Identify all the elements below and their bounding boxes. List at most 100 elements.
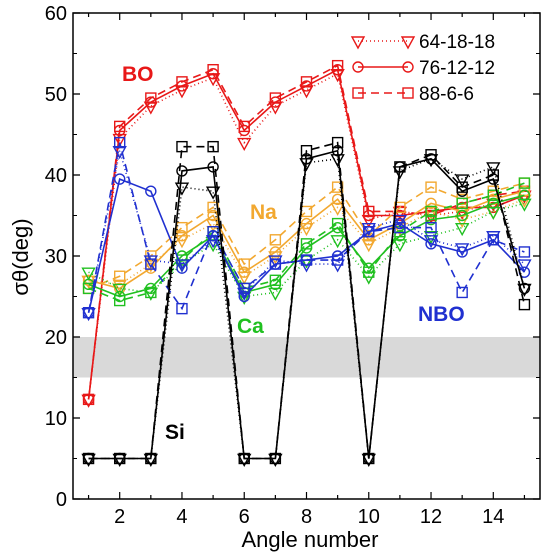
data-point bbox=[518, 298, 531, 311]
data-point bbox=[238, 120, 250, 133]
data-point bbox=[456, 209, 468, 222]
legend-marker bbox=[402, 61, 414, 73]
data-point bbox=[82, 393, 95, 406]
data-point bbox=[456, 205, 468, 218]
y-tick-label: 10 bbox=[45, 408, 67, 430]
annotation-ca: Ca bbox=[237, 315, 264, 338]
series-line bbox=[88, 182, 525, 290]
data-point bbox=[331, 59, 344, 72]
y-tick-label: 30 bbox=[45, 246, 67, 268]
data-point bbox=[176, 302, 188, 315]
data-point bbox=[518, 177, 531, 189]
y-tick-label: 0 bbox=[56, 489, 67, 511]
plot-shaded-band bbox=[73, 337, 540, 378]
data-point bbox=[517, 259, 532, 273]
data-point bbox=[299, 255, 314, 269]
data-point bbox=[113, 270, 126, 282]
series-line bbox=[87, 142, 525, 313]
data-point bbox=[82, 452, 95, 465]
data-point bbox=[145, 286, 157, 299]
data-point bbox=[331, 136, 344, 149]
legend-marker bbox=[352, 61, 364, 73]
data-point bbox=[331, 254, 344, 266]
annotation-na: Na bbox=[250, 201, 277, 224]
data-point bbox=[518, 282, 531, 295]
data-point bbox=[423, 231, 439, 245]
data-point bbox=[392, 214, 408, 229]
legend-label: 76-12-12 bbox=[419, 58, 495, 79]
data-point bbox=[363, 266, 375, 278]
data-point bbox=[363, 225, 375, 238]
data-point bbox=[392, 239, 408, 253]
data-point bbox=[82, 307, 95, 319]
y-tick-label: 20 bbox=[45, 327, 67, 349]
x-tick-label: 12 bbox=[420, 506, 442, 528]
data-point bbox=[330, 202, 345, 216]
y-tick-label: 40 bbox=[45, 165, 67, 187]
data-point bbox=[486, 162, 501, 176]
data-point bbox=[176, 76, 188, 88]
series-line bbox=[88, 190, 525, 290]
legend-marker bbox=[400, 36, 416, 50]
data-point bbox=[113, 136, 126, 149]
x-tick-label: 6 bbox=[239, 506, 250, 528]
legend-marker bbox=[402, 87, 414, 99]
data-point bbox=[363, 452, 375, 465]
annotation-si: Si bbox=[165, 421, 185, 444]
data-point bbox=[425, 149, 437, 161]
data-point bbox=[517, 283, 532, 297]
data-point bbox=[331, 217, 344, 230]
data-point bbox=[145, 258, 157, 270]
y-tick-label: 60 bbox=[45, 3, 67, 25]
data-point bbox=[487, 234, 499, 246]
axis-layer: 0 10 20 30 40 50 60 2 4 6 8 10 12 14 bbox=[45, 3, 540, 528]
x-tick-label: 2 bbox=[114, 506, 125, 528]
data-point bbox=[143, 255, 159, 269]
series-nbo-88-6-6 bbox=[82, 136, 531, 319]
data-point bbox=[82, 274, 95, 286]
data-point bbox=[176, 262, 188, 274]
data-point bbox=[300, 238, 313, 250]
y-axis-title: σθ(deg) bbox=[8, 218, 33, 295]
x-tick-label: 8 bbox=[301, 506, 312, 528]
data-point bbox=[269, 246, 282, 258]
legend-item: 76-12-12 bbox=[352, 58, 495, 79]
data-point bbox=[425, 221, 437, 234]
data-point bbox=[176, 165, 188, 177]
data-point bbox=[361, 222, 376, 237]
legend-marker bbox=[350, 36, 366, 50]
data-point bbox=[518, 189, 531, 201]
legend-item: 64-18-18 bbox=[350, 32, 495, 53]
data-point bbox=[300, 76, 313, 88]
series-si-88-6-6 bbox=[82, 136, 531, 465]
data-point bbox=[518, 246, 531, 258]
series-line bbox=[87, 150, 525, 313]
data-point bbox=[112, 453, 127, 467]
x-axis-title: Angle number bbox=[242, 527, 379, 552]
data-point bbox=[113, 120, 126, 133]
data-point bbox=[207, 140, 219, 153]
series-ca-88-6-6 bbox=[82, 177, 531, 307]
data-point bbox=[456, 181, 468, 193]
data-point bbox=[238, 282, 250, 295]
series-line bbox=[87, 64, 525, 400]
data-point bbox=[81, 453, 96, 467]
data-point bbox=[176, 140, 188, 153]
x-tick-label: 4 bbox=[176, 506, 187, 528]
data-point bbox=[145, 452, 157, 465]
data-point bbox=[454, 174, 470, 188]
data-point bbox=[425, 213, 437, 226]
data-point bbox=[237, 137, 252, 152]
series-line bbox=[88, 141, 526, 460]
data-point bbox=[423, 206, 439, 220]
group-labels: BO Na Ca NBO Si bbox=[122, 63, 465, 444]
legend-marker bbox=[352, 87, 364, 99]
data-point bbox=[176, 230, 188, 242]
annotation-bo: BO bbox=[122, 63, 154, 86]
annotation-nbo: NBO bbox=[418, 303, 465, 326]
series-layer bbox=[81, 59, 532, 467]
data-point bbox=[268, 255, 283, 269]
data-point bbox=[300, 144, 313, 157]
data-point bbox=[145, 185, 157, 197]
